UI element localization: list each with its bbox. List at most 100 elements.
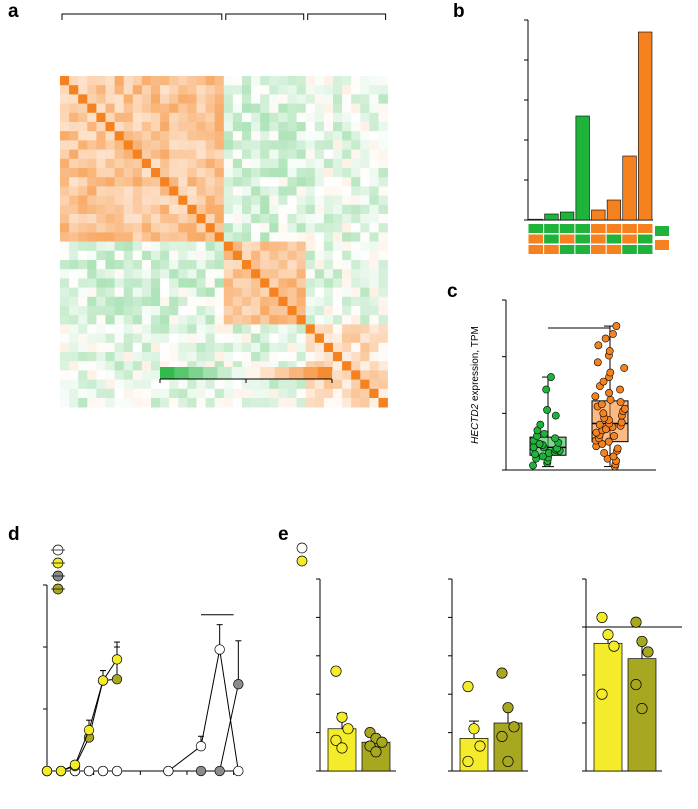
heatmap-cell-25-10 [151, 306, 161, 316]
heatmap-cell-18-7 [123, 241, 134, 252]
heatmap-cell-22-24 [278, 278, 288, 288]
heatmap-cell-14-33 [360, 204, 370, 215]
heatmap-cell-4-8 [132, 112, 143, 123]
heatmap-cell-31-15 [196, 361, 206, 371]
heatmap-cell-13-27 [305, 195, 316, 206]
heatmap-cell-34-27 [305, 388, 316, 399]
heatmap-cell-17-24 [278, 232, 288, 242]
heatmap-cell-9-19 [232, 158, 243, 169]
heatmap-cell-20-9 [141, 260, 152, 270]
heatmap-cell-13-22 [260, 195, 270, 206]
heatmap-cell-5-31 [342, 122, 352, 132]
heatmap-cell-4-20 [242, 112, 252, 123]
heatmap-cell-32-35 [378, 370, 388, 380]
heatmap-cell-14-22 [260, 204, 270, 215]
heatmap-cell-19-32 [351, 250, 361, 261]
heatmap-cell-1-24 [278, 85, 288, 95]
heatmap-cell-20-30 [333, 260, 343, 270]
heatmap-cell-34-11 [160, 388, 170, 399]
heatmap-cell-12-7 [123, 186, 134, 196]
heatmap-cell-12-32 [351, 186, 361, 196]
heatmap-cell-34-12 [169, 388, 179, 399]
heatmap-cell-33-12 [169, 379, 179, 390]
heatmap-cell-13-12 [169, 195, 179, 206]
heatmap-cell-5-19 [232, 122, 243, 132]
heatmap-cell-17-2 [78, 232, 88, 242]
heatmap-cell-17-25 [287, 232, 297, 242]
heatmap-cell-13-11 [160, 195, 170, 206]
heatmap-cell-29-13 [178, 342, 188, 353]
heatmap-cell-31-2 [78, 361, 88, 371]
heatmap-cell-5-10 [151, 122, 161, 132]
heatmap-cell-25-19 [232, 306, 243, 316]
heatmap-cell-2-18 [223, 94, 234, 104]
heatmap-cell-30-21 [251, 352, 261, 362]
heatmap-cell-28-27 [305, 333, 316, 344]
heatmap-cell-16-17 [214, 223, 225, 233]
heatmap-cell-25-7 [123, 306, 134, 316]
heatmap-cell-23-25 [287, 287, 297, 298]
heatmap-cell-20-31 [342, 260, 352, 270]
heatmap-cell-30-9 [141, 352, 152, 362]
heatmap-cell-2-35 [378, 94, 388, 104]
heatmap-cell-1-27 [305, 85, 316, 95]
heatmap-cell-25-20 [242, 306, 252, 316]
heatmap-cell-1-28 [314, 85, 325, 95]
heatmap-cell-18-16 [205, 241, 215, 252]
heatmap-cell-15-24 [278, 214, 288, 224]
heatmap-cell-18-34 [369, 241, 379, 252]
heatmap-cell-2-7 [123, 94, 134, 104]
heatmap-cell-35-6 [114, 398, 124, 408]
heatmap-cell-14-4 [96, 204, 106, 215]
heatmap-cell-15-5 [105, 214, 115, 224]
heatmap-cell-21-11 [160, 269, 170, 279]
heatmap-cell-12-8 [132, 186, 143, 196]
heatmap-cell-34-23 [269, 388, 279, 399]
heatmap-cell-28-31 [342, 333, 352, 344]
heatmap-cell-0-33 [360, 76, 370, 86]
heatmap-cell-6-8 [132, 131, 143, 141]
heatmap-cell-15-8 [132, 214, 143, 224]
heatmap-cell-33-24 [278, 379, 288, 390]
heatmap-cell-10-2 [78, 168, 88, 178]
heatmap-cell-20-32 [351, 260, 361, 270]
heatmap-cell-26-30 [333, 315, 343, 325]
heatmap-cell-15-23 [269, 214, 279, 224]
heatmap-cell-24-17 [214, 296, 225, 307]
e-legend-marker-0 [296, 542, 308, 554]
heatmap-cell-18-31 [342, 241, 352, 252]
heatmap-cell-33-20 [242, 379, 252, 390]
heatmap-cell-24-31 [342, 296, 352, 307]
heatmap-cell-18-33 [360, 241, 370, 252]
heatmap-cell-16-1 [69, 223, 79, 233]
heatmap-cell-9-27 [305, 158, 316, 169]
heatmap-cell-34-25 [287, 388, 297, 399]
heatmap-cell-27-19 [232, 324, 243, 334]
heatmap-cell-21-16 [205, 269, 215, 279]
heatmap-cell-16-8 [132, 223, 143, 233]
heatmap-cell-28-20 [242, 333, 252, 344]
heatmap-cell-17-1 [69, 232, 79, 242]
heatmap-cell-7-31 [342, 140, 352, 150]
heatmap-cell-11-5 [105, 177, 115, 187]
heatmap-cell-8-24 [278, 149, 288, 160]
heatmap-cell-35-20 [242, 398, 252, 408]
heatmap-cell-23-24 [278, 287, 288, 298]
heatmap-cell-28-6 [114, 333, 124, 344]
b-state-cell-1-2 [559, 234, 575, 244]
heatmap-cell-19-1 [69, 250, 79, 261]
heatmap-cell-17-10 [151, 232, 161, 242]
heatmap-cell-13-3 [87, 195, 97, 206]
heatmap-cell-28-1 [69, 333, 79, 344]
heatmap-cell-33-9 [141, 379, 152, 390]
heatmap-cell-12-19 [232, 186, 243, 196]
heatmap-cell-22-32 [351, 278, 361, 288]
heatmap-cell-19-16 [205, 250, 215, 261]
heatmap-cell-16-22 [260, 223, 270, 233]
heatmap-cell-11-7 [123, 177, 134, 187]
b-bar-2 [559, 211, 575, 221]
c-point-1-22 [617, 418, 626, 427]
heatmap-cell-9-1 [69, 158, 79, 169]
heatmap-cell-27-5 [105, 324, 115, 334]
heatmap-cell-24-12 [169, 296, 179, 307]
